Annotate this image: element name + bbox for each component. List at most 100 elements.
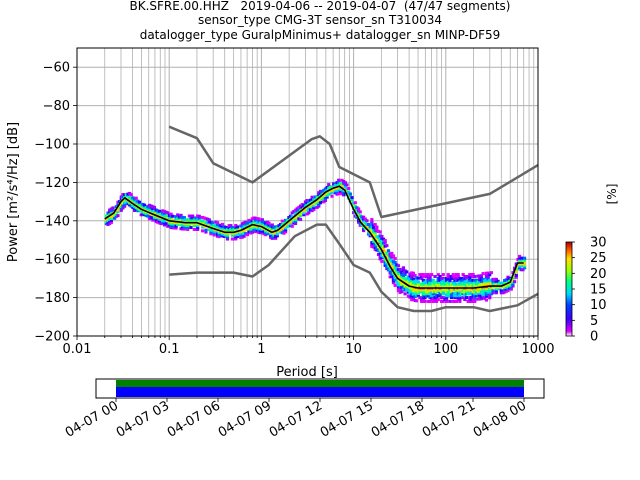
density-cell [220, 234, 225, 238]
density-cell [156, 220, 160, 224]
density-cell [205, 223, 210, 227]
density-cell [305, 212, 309, 216]
density-cell [406, 286, 411, 290]
density-cell [488, 273, 492, 277]
density-cell [435, 290, 439, 294]
density-cell [478, 297, 482, 301]
density-cell [365, 223, 369, 227]
density-cell [428, 282, 432, 286]
density-cell [129, 204, 133, 208]
density-cell [474, 280, 479, 284]
axes: 0.01 0.1 1 10 100 1000−60−80−100−120−140−160−… [34, 61, 554, 357]
density-cell [489, 280, 493, 284]
density-cell [454, 290, 459, 294]
density-cell [141, 210, 145, 214]
density-cell [381, 237, 386, 241]
density-cell [197, 216, 201, 220]
time-tick-label: 04-07 12 [267, 398, 325, 440]
density-cell [184, 222, 188, 226]
density-cell [171, 214, 175, 218]
density-cell [444, 294, 449, 298]
density-cell [508, 282, 512, 286]
density-cell [481, 279, 485, 283]
density-cell [358, 218, 362, 222]
density-cell [391, 281, 396, 285]
density-cell [378, 253, 382, 257]
density-cell [441, 292, 445, 296]
density-cell [504, 289, 508, 293]
density-cell [254, 226, 258, 230]
density-cell [395, 267, 399, 271]
density-cell [136, 209, 140, 213]
density-cell [473, 280, 477, 284]
density-cell [119, 203, 123, 207]
density-cell [511, 284, 515, 288]
density-cell [323, 187, 328, 191]
density-cell [315, 200, 319, 204]
density-cell [292, 217, 296, 221]
density-cell [426, 284, 430, 288]
density-cell [108, 218, 112, 222]
density-cell [303, 202, 308, 206]
density-cell [380, 259, 384, 263]
density-cell [141, 204, 145, 208]
density-cell [361, 217, 366, 221]
density-cell [519, 260, 523, 264]
density-cell [194, 216, 198, 220]
density-cell [469, 296, 474, 300]
density-cell [463, 280, 467, 284]
density-cell [393, 264, 397, 268]
density-cell [479, 289, 484, 293]
density-cell [522, 264, 527, 268]
density-cell [234, 237, 238, 241]
density-cell [161, 220, 165, 224]
density-cell [132, 199, 137, 203]
density-cell [136, 199, 140, 203]
density-cell [430, 282, 434, 286]
noise-model-low-line [169, 223, 538, 313]
density-cell [264, 231, 268, 235]
density-cell [149, 206, 153, 210]
density-cell [373, 230, 377, 234]
density-cell [423, 296, 427, 300]
density-cell [123, 195, 127, 199]
density-cell [421, 296, 425, 300]
density-cell [264, 221, 268, 225]
density-cell [514, 270, 518, 274]
density-cell [408, 289, 412, 293]
density-cell [489, 290, 493, 294]
density-cell [305, 202, 309, 206]
density-cell [425, 294, 429, 298]
density-cell [189, 222, 193, 226]
density-cell [245, 221, 250, 225]
density-cell [340, 188, 344, 192]
density-cell [108, 220, 112, 224]
density-cell [425, 278, 429, 282]
density-cell [275, 232, 279, 236]
density-cell [262, 230, 266, 234]
density-cell [215, 226, 220, 230]
density-cell [285, 223, 289, 227]
density-cell [463, 284, 467, 288]
density-cell [456, 294, 460, 298]
density-cell [406, 279, 411, 283]
density-cell [230, 233, 235, 237]
density-cell [114, 212, 118, 216]
density-cell [386, 258, 391, 262]
density-cell [142, 207, 147, 211]
density-cell [310, 197, 314, 201]
density-cell [269, 228, 273, 232]
y-tick-label: −60 [43, 61, 70, 76]
density-cell [186, 218, 190, 222]
density-cell [473, 299, 477, 303]
density-cell [423, 282, 427, 286]
density-cell [136, 201, 140, 205]
density-cell [209, 228, 213, 232]
y-tick-label: −100 [34, 138, 70, 153]
density-cell [436, 298, 440, 302]
density-cell [448, 284, 452, 288]
density-cell [270, 236, 274, 240]
density-cell [279, 222, 283, 226]
density-cell [411, 292, 415, 296]
density-cell [411, 288, 415, 292]
